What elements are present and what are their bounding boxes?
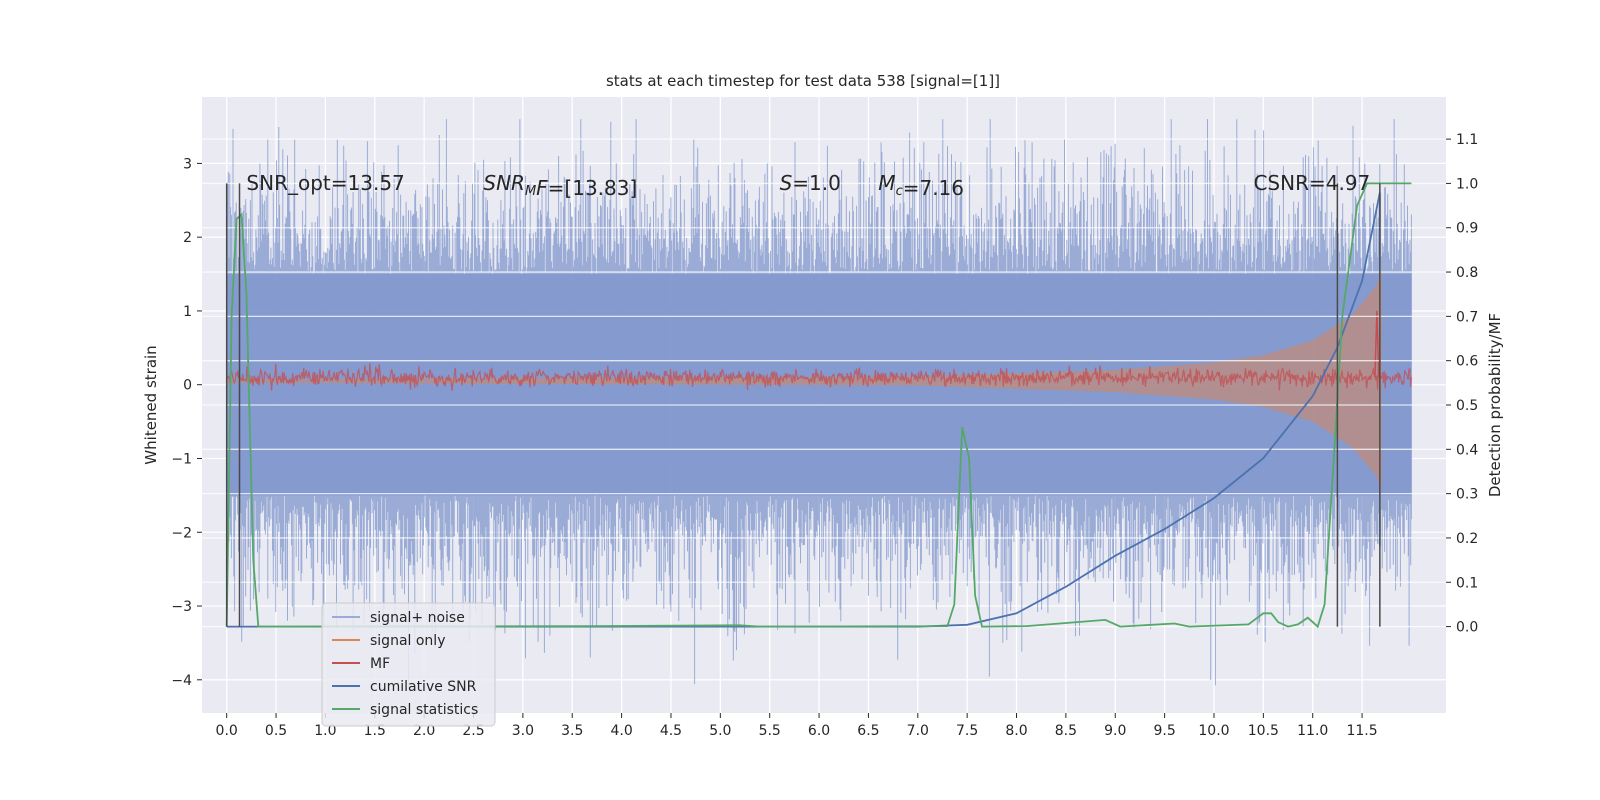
y-tick-label: −3: [171, 599, 192, 615]
overlay-layer: [225, 182, 1412, 629]
y-right-tick-label: 0.0: [1456, 620, 1478, 636]
legend-label: cumilative SNR: [370, 679, 477, 695]
legend: signal+ noise signal only MF cumilative SNR…: [321, 602, 496, 727]
annotation-part: S: [780, 171, 793, 195]
y-tick-label: −2: [171, 525, 192, 541]
chart-title: stats at each timestep for test data 538…: [606, 72, 1000, 90]
x-tick-label: 2.0: [413, 723, 435, 739]
x-tick-label: 11.5: [1346, 723, 1377, 739]
annotation-part: CSNR=4.97: [1253, 171, 1370, 195]
legend-label: signal only: [370, 633, 445, 649]
y-tick-label: 2: [183, 230, 192, 246]
y-axis-label: Whitened strain: [142, 345, 160, 464]
x-tick-label: 1.5: [364, 723, 386, 739]
x-tick-label: 1.0: [314, 723, 336, 739]
y-right-tick-label: 0.5: [1456, 398, 1478, 414]
annotation-part: M: [525, 184, 536, 199]
x-tick-label: 10.0: [1198, 723, 1229, 739]
x-tick-label: 3.0: [512, 723, 534, 739]
legend-label: signal+ noise: [370, 610, 465, 626]
y-axis-right-label: Detection probability/MF: [1486, 313, 1504, 497]
x-tick-label: 3.5: [561, 723, 583, 739]
x-tick-label: 7.5: [956, 723, 978, 739]
y-tick-label: 0: [183, 378, 192, 394]
stat-annotation: SNR_opt=13.57: [246, 171, 404, 195]
y-right-tick-label: 0.4: [1456, 442, 1478, 458]
annotation-part: c: [896, 184, 903, 199]
y-tick-label: −4: [171, 673, 192, 689]
x-tick-label: 8.0: [1005, 723, 1027, 739]
legend-label: signal statistics: [370, 702, 478, 718]
x-tick-label: 2.5: [462, 723, 484, 739]
y-right-tick-label: 0.3: [1456, 487, 1478, 503]
x-tick-label: 7.0: [907, 723, 929, 739]
grid-right: [202, 138, 1446, 628]
y-right-tick-label: 1.0: [1456, 176, 1478, 192]
x-tick-label: 8.5: [1055, 723, 1077, 739]
x-tick-label: 10.5: [1248, 723, 1279, 739]
x-tick-label: 11.0: [1297, 723, 1328, 739]
stat-annotation: Mc=7.16: [878, 171, 964, 200]
legend-label: MF: [370, 656, 390, 672]
y-right-tick-label: 0.9: [1456, 221, 1478, 237]
x-tick-label: 6.5: [857, 723, 879, 739]
annotation-part: M: [878, 171, 895, 195]
y-right-tick-label: 0.7: [1456, 309, 1478, 325]
x-tick-label: 4.5: [660, 723, 682, 739]
y-tick-label: 3: [183, 156, 192, 172]
annotation-part: =1.0: [792, 171, 841, 195]
x-tick-label: 9.0: [1104, 723, 1126, 739]
mf-line: [226, 363, 1412, 391]
stat-annotation: CSNR=4.97: [1253, 171, 1370, 195]
x-tick-label: 6.0: [808, 723, 830, 739]
y-right-tick-label: 0.1: [1456, 575, 1478, 591]
x-tick-label: 4.0: [610, 723, 632, 739]
data-layer: [226, 119, 1412, 688]
y-right-tick-label: 0.8: [1456, 265, 1478, 281]
signal-statistics-line: [225, 182, 1412, 629]
y-right-tick-label: 1.1: [1456, 132, 1478, 148]
x-tick-label: 0.5: [265, 723, 287, 739]
y-right-tick-label: 0.2: [1456, 531, 1478, 547]
signal-only-line: [226, 270, 1382, 492]
x-tick-label: 0.0: [216, 723, 238, 739]
x-tick-label: 9.5: [1153, 723, 1175, 739]
annotation-part: SNR: [483, 171, 525, 195]
mf-spike: [1374, 310, 1380, 378]
axes: −4 −3 −2 −1 0 1 2 3 0.0 0.5 1.0 1.5 2.0 2.5 3.0 3.5 4.0 4…: [171, 132, 1478, 739]
stat-annotation: SNRMF=[13.83]: [483, 171, 637, 200]
x-tick-label: 5.0: [709, 723, 731, 739]
stat-annotation: S=1.0: [780, 171, 841, 195]
y-tick-label: 1: [183, 304, 192, 320]
annotation-part: =7.16: [903, 176, 964, 200]
y-right-tick-label: 0.6: [1456, 354, 1478, 370]
annotation-part: F: [536, 176, 548, 200]
annotation-part: SNR_opt=13.57: [246, 171, 404, 195]
y-tick-label: −1: [171, 451, 192, 467]
legend-box: [321, 602, 496, 727]
x-tick-label: 5.5: [759, 723, 781, 739]
annotation-part: =[13.83]: [548, 176, 638, 200]
